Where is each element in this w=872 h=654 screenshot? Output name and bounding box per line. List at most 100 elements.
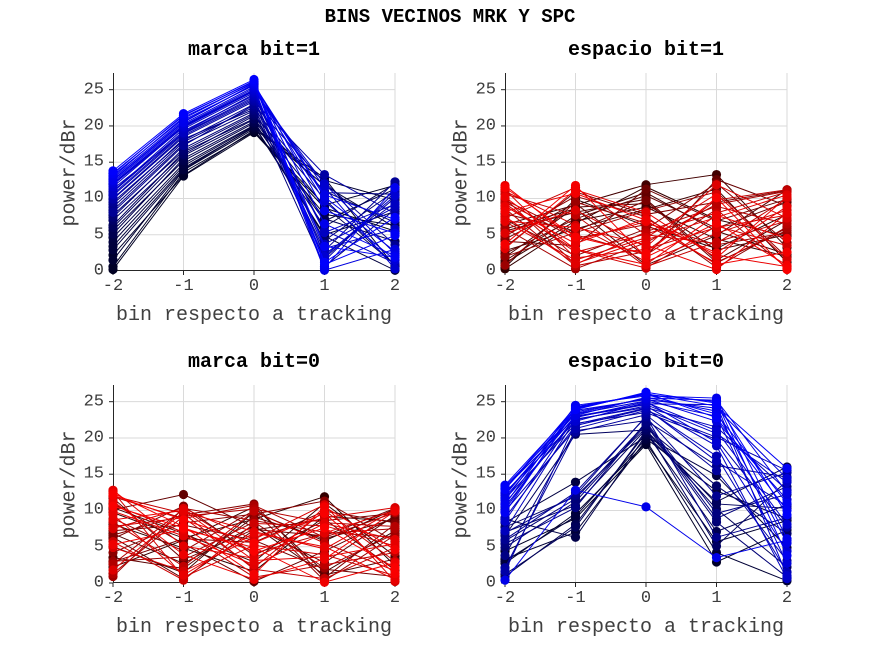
y-tick-label: 25 xyxy=(475,392,496,412)
data-point-marker xyxy=(570,405,581,415)
data-point-marker xyxy=(249,546,259,556)
data-point-marker xyxy=(782,473,792,484)
data-point-marker xyxy=(500,206,510,217)
data-point-marker xyxy=(782,519,792,529)
y-tick-label: 0 xyxy=(93,573,104,593)
data-point-marker xyxy=(782,550,792,561)
data-point-marker xyxy=(178,523,189,533)
y-tick-label: 25 xyxy=(475,80,496,100)
data-point-marker xyxy=(500,508,510,518)
data-point-marker xyxy=(108,207,118,217)
data-point-marker xyxy=(319,219,330,229)
x-tick-label: 1 xyxy=(711,589,722,608)
data-point-marker xyxy=(711,250,722,260)
data-point-marker xyxy=(319,502,330,512)
x-axis-label: bin respecto a tracking xyxy=(507,616,785,639)
y-axis-label-text: power/dBr xyxy=(450,117,474,227)
y-tick-label: 5 xyxy=(485,225,496,245)
y-tick-label: 15 xyxy=(83,152,104,172)
y-axis-label: power/dBr xyxy=(450,73,474,271)
plot-area xyxy=(108,73,400,275)
x-tick-label: 0 xyxy=(640,589,652,608)
data-point-marker xyxy=(711,532,722,542)
x-tick-label: 1 xyxy=(711,277,722,296)
data-point-marker xyxy=(641,259,651,270)
x-tick-label: -1 xyxy=(173,589,194,608)
data-point-marker xyxy=(711,508,722,518)
data-point-marker xyxy=(570,259,581,269)
y-tick-label: 15 xyxy=(83,464,104,484)
data-point-marker xyxy=(570,532,581,542)
data-point-marker xyxy=(108,524,118,534)
data-point-marker xyxy=(570,477,581,487)
data-point-marker xyxy=(500,228,510,238)
data-point-marker xyxy=(782,571,792,581)
data-point-marker xyxy=(641,184,651,194)
data-point-marker xyxy=(641,196,651,206)
data-point-marker xyxy=(711,437,722,447)
y-axis-label: power/dBr xyxy=(450,385,474,583)
x-tick-label: 2 xyxy=(781,277,793,296)
data-point-marker xyxy=(500,260,510,270)
y-axis-label-text: power/dBr xyxy=(58,429,82,539)
data-point-marker xyxy=(319,241,330,251)
data-point-marker xyxy=(178,505,189,516)
data-point-marker xyxy=(108,490,118,500)
y-axis-label-text: power/dBr xyxy=(450,429,474,539)
data-point-marker xyxy=(500,216,510,226)
x-tick-label: 2 xyxy=(781,589,793,608)
data-point-marker xyxy=(500,239,510,249)
data-point-marker xyxy=(641,240,651,250)
data-point-marker xyxy=(641,215,651,225)
data-point-marker xyxy=(500,251,510,262)
subplot-espacio-bit1: espacio bit=1 power/dBr bin respecto a t… xyxy=(451,39,793,327)
data-point-marker xyxy=(390,199,400,209)
x-tick-label: 1 xyxy=(319,277,330,296)
data-point-marker xyxy=(178,109,189,119)
plot-area xyxy=(500,73,792,275)
subplot-marca-bit0: marca bit=0 power/dBr bin respecto a tra… xyxy=(59,351,401,639)
data-point-marker xyxy=(390,506,400,516)
y-tick-label: 15 xyxy=(475,152,496,172)
data-point-marker xyxy=(500,484,510,495)
data-point-marker xyxy=(249,518,259,529)
y-axis-label: power/dBr xyxy=(58,385,82,583)
data-point-marker xyxy=(178,515,189,525)
x-tick-label: 1 xyxy=(319,589,330,608)
data-point-marker xyxy=(570,485,581,495)
data-point-marker xyxy=(711,553,722,563)
x-tick-label: -1 xyxy=(173,277,194,296)
subplot-espacio-bit0: espacio bit=0 power/dBr bin respecto a t… xyxy=(451,351,793,639)
data-point-marker xyxy=(108,565,118,575)
x-axis-label: bin respecto a tracking xyxy=(115,616,393,639)
data-point-marker xyxy=(711,218,722,228)
y-axis-label-text: power/dBr xyxy=(58,117,82,227)
y-tick-label: 20 xyxy=(83,116,104,136)
y-axis-label: power/dBr xyxy=(58,73,82,271)
data-point-marker xyxy=(108,245,118,255)
data-point-marker xyxy=(500,534,510,545)
data-point-marker xyxy=(319,182,330,193)
subplot-title: marca bit=1 xyxy=(187,39,321,62)
data-point-marker xyxy=(108,262,118,272)
data-point-marker xyxy=(711,465,722,476)
y-tick-label: 15 xyxy=(475,464,496,484)
data-point-marker xyxy=(178,531,189,541)
data-point-marker xyxy=(782,534,792,544)
subplot-marca-bit1: marca bit=1 power/dBr bin respecto a tra… xyxy=(59,39,401,327)
data-point-marker xyxy=(711,426,722,436)
data-point-marker xyxy=(641,502,651,512)
x-tick-label: -2 xyxy=(494,589,516,608)
data-point-marker xyxy=(641,207,651,217)
data-point-marker xyxy=(319,206,330,216)
plot-area xyxy=(108,385,400,587)
y-tick-label: 0 xyxy=(485,261,496,281)
data-point-marker xyxy=(108,530,118,540)
data-point-marker xyxy=(390,563,400,573)
y-tick-label: 20 xyxy=(475,116,496,136)
data-point-marker xyxy=(249,506,259,516)
data-point-marker xyxy=(108,166,118,176)
data-point-marker xyxy=(500,500,510,510)
data-point-marker xyxy=(570,180,581,191)
data-point-marker xyxy=(108,510,118,520)
